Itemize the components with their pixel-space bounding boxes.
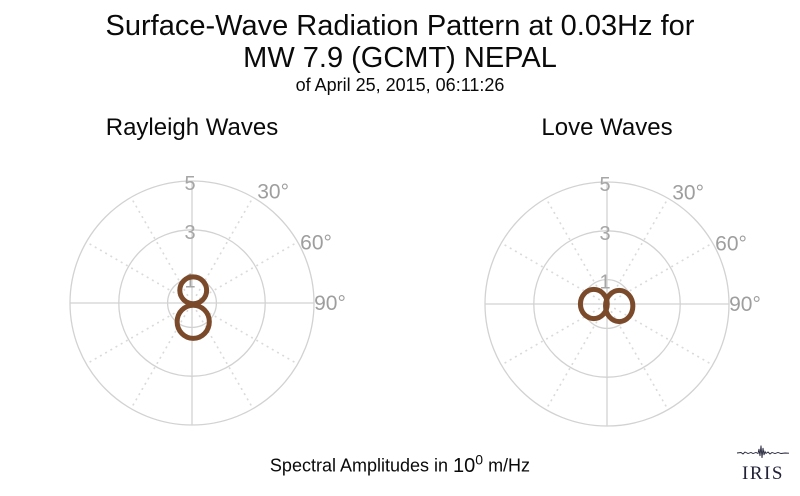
caption-prefix: Spectral Amplitudes in [269,455,454,476]
svg-text:30°: 30° [257,180,289,203]
svg-text:60°: 60° [715,233,747,256]
svg-text:1: 1 [184,271,195,293]
svg-text:90°: 90° [314,292,346,315]
figure-title-line1: Surface-Wave Radiation Pattern at 0.03Hz… [105,10,695,42]
amplitude-units-caption: Spectral Amplitudes in 100 m/Hz [0,451,800,478]
plot-title-rayleigh-waves: Rayleigh Waves [105,114,279,141]
caption-exponent: 0 [475,451,484,467]
caption-power-of-ten: 100 [453,451,483,477]
svg-text:30°: 30° [672,181,704,204]
svg-text:5: 5 [599,174,610,196]
figure-title-line2: MW 7.9 (GCMT) NEPAL [243,42,557,74]
caption-base: 10 [453,454,476,477]
love-polar-plot: 1 3 5 30° 60° 90° [484,174,761,427]
figure-subtitle-datetime: of April 25, 2015, 06:11:26 [295,75,505,95]
svg-text:3: 3 [599,223,610,245]
caption-suffix: m/Hz [483,455,531,476]
iris-logo-text: IRIS [742,463,784,484]
svg-text:5: 5 [184,173,195,195]
svg-text:60°: 60° [300,232,332,255]
svg-text:90°: 90° [729,293,761,316]
plot-title-love-waves: Love Waves [541,114,673,141]
iris-logo: IRIS [734,445,792,483]
svg-text:3: 3 [184,222,195,244]
svg-text:1: 1 [599,272,610,294]
iris-seismogram-icon [736,445,790,459]
rayleigh-polar-plot: 1 3 5 30° 60° 90° [69,173,346,426]
